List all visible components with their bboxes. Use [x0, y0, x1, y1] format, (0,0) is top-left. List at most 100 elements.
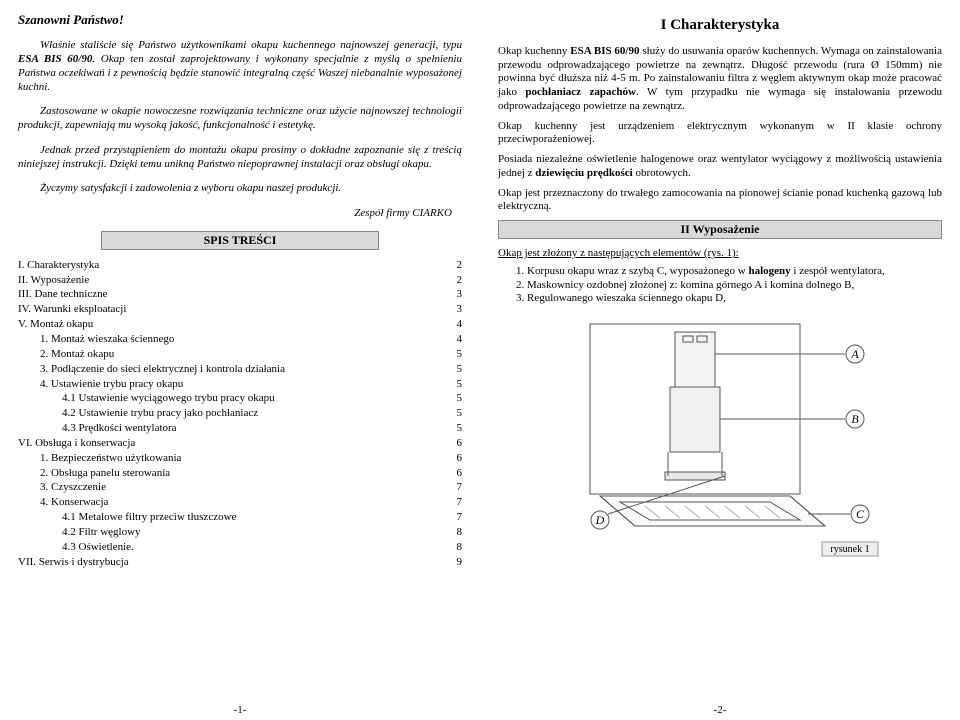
salutation: Szanowni Państwo!: [18, 12, 462, 28]
toc-label: 4.3 Oświetlenie.: [18, 540, 134, 555]
toc-page: 5: [457, 391, 463, 406]
toc-label: 4.3 Prędkości wentylatora: [18, 421, 177, 436]
toc-row: 4.1 Metalowe filtry przeciw tłuszczowe 7: [18, 510, 462, 525]
intro-para-4: Życzymy satysfakcji i zadowolenia z wybo…: [18, 182, 462, 196]
list-item: 2. Maskownicy ozdobnej złożonej z: komin…: [516, 279, 942, 293]
toc-label: 4. Konserwacja: [18, 495, 108, 510]
toc-row: 2. Obsługa panelu sterowania 6: [18, 466, 462, 481]
toc-row: 4.1 Ustawienie wyciągowego trybu pracy o…: [18, 391, 462, 406]
toc-page: 5: [457, 406, 463, 421]
char-1d: pochłaniacz zapachów: [525, 86, 636, 98]
toc-label: 1. Bezpieczeństwo użytkowania: [18, 451, 181, 466]
figure-label: rysunek 1: [830, 544, 869, 555]
char-para-3: Posiada niezależne oświetlenie halogenow…: [498, 153, 942, 181]
toc-page: 2: [457, 273, 463, 288]
toc-row: 2. Montaż okapu 5: [18, 347, 462, 362]
toc-row: I. Charakterystyka 2: [18, 258, 462, 273]
toc-page: 3: [457, 287, 463, 302]
char-1b: ESA BIS 60/90: [570, 45, 639, 57]
toc-row: 4. Ustawienie trybu pracy okapu 5: [18, 377, 462, 392]
section-ii-title: II Wyposażenie: [498, 220, 942, 239]
char-3b: dziewięciu prędkości: [535, 167, 632, 179]
toc-row: 1. Montaż wieszaka ściennego 4: [18, 332, 462, 347]
toc-row: 4.3 Prędkości wentylatora 5: [18, 421, 462, 436]
toc-row: 3. Podłączenie do sieci elektrycznej i k…: [18, 362, 462, 377]
intro-1a: Właśnie staliście się Państwo użytkownik…: [40, 39, 462, 51]
toc-label: 4.2 Ustawienie trybu pracy jako pochłani…: [18, 406, 258, 421]
list-item: 3. Regulowanego wieszaka ściennego okapu…: [516, 292, 942, 306]
toc-label: IV. Warunki eksploatacji: [18, 302, 126, 317]
toc-row: 3. Czyszczenie 7: [18, 480, 462, 495]
toc-page: 7: [457, 480, 463, 495]
toc-page: 5: [457, 362, 463, 377]
page-number-left: -1-: [234, 704, 247, 718]
intro-block: Właśnie staliście się Państwo użytkownik…: [18, 39, 462, 196]
toc-label: VII. Serwis i dystrybucja: [18, 555, 129, 570]
toc-label: 2. Obsługa panelu sterowania: [18, 466, 170, 481]
toc-label: V. Montaż okapu: [18, 317, 93, 332]
toc-row: VII. Serwis i dystrybucja 9: [18, 555, 462, 570]
char-para-2: Okap kuchenny jest urządzeniem elektrycz…: [498, 120, 942, 148]
toc-label: III. Dane techniczne: [18, 287, 107, 302]
toc-header: SPIS TREŚCI: [101, 231, 378, 250]
toc-page: 8: [457, 540, 463, 555]
toc-row: VI. Obsługa i konserwacja 6: [18, 436, 462, 451]
callout-a: A: [850, 347, 859, 361]
toc-page: 5: [457, 421, 463, 436]
toc-row: 4.2 Filtr węglowy8: [18, 525, 462, 540]
toc-label: II. Wyposażenie: [18, 273, 89, 288]
figure-1: A B D C rysunek 1: [498, 314, 942, 564]
page-left: Szanowni Państwo! Właśnie staliście się …: [0, 0, 480, 720]
toc-row: III. Dane techniczne 3: [18, 287, 462, 302]
callout-d: D: [595, 513, 605, 527]
toc-label: VI. Obsługa i konserwacja: [18, 436, 135, 451]
toc-row: 4. Konserwacja 7: [18, 495, 462, 510]
callout-c: C: [856, 507, 865, 521]
toc-label: 4. Ustawienie trybu pracy okapu: [18, 377, 183, 392]
callout-b: B: [851, 412, 859, 426]
toc-row: IV. Warunki eksploatacji 3: [18, 302, 462, 317]
toc-page: 7: [457, 510, 463, 525]
toc-page: 4: [457, 332, 463, 347]
toc-label: 4.2 Filtr węglowy: [18, 525, 141, 540]
toc-list: I. Charakterystyka2II. Wyposażenie2III. …: [18, 258, 462, 570]
toc-page: 4: [457, 317, 463, 332]
toc-page: 6: [457, 436, 463, 451]
equipment-list: 1. Korpusu okapu wraz z szybą C, wyposaż…: [498, 265, 942, 306]
list-item: 1. Korpusu okapu wraz z szybą C, wyposaż…: [516, 265, 942, 279]
toc-page: 3: [457, 302, 463, 317]
intro-para-1: Właśnie staliście się Państwo użytkownik…: [18, 39, 462, 94]
product-name: ESA BIS 60/90: [18, 53, 92, 65]
toc-page: 5: [457, 377, 463, 392]
intro-para-2: Zastosowane w okapie nowoczesne rozwiąza…: [18, 105, 462, 133]
hood-diagram: A B D C rysunek 1: [550, 314, 890, 564]
intro-para-3: Jednak przed przystąpieniem do montażu o…: [18, 144, 462, 172]
toc-page: 7: [457, 495, 463, 510]
toc-label: I. Charakterystyka: [18, 258, 99, 273]
toc-label: 2. Montaż okapu: [18, 347, 114, 362]
page-right: I Charakterystyka Okap kuchenny ESA BIS …: [480, 0, 960, 720]
section-i-title: I Charakterystyka: [498, 16, 942, 35]
signature: Zespół firmy CIARKO: [18, 207, 452, 221]
toc-label: 1. Montaż wieszaka ściennego: [18, 332, 174, 347]
toc-label: 4.1 Metalowe filtry przeciw tłuszczowe: [18, 510, 236, 525]
char-3c: obrotowych.: [633, 167, 691, 179]
toc-label: 3. Podłączenie do sieci elektrycznej i k…: [18, 362, 285, 377]
toc-page: 9: [457, 555, 463, 570]
toc-row: 4.3 Oświetlenie. 8: [18, 540, 462, 555]
char-1a: Okap kuchenny: [498, 45, 570, 57]
toc-row: II. Wyposażenie 2: [18, 273, 462, 288]
toc-row: 4.2 Ustawienie trybu pracy jako pochłani…: [18, 406, 462, 421]
toc-page: 6: [457, 466, 463, 481]
toc-label: 3. Czyszczenie: [18, 480, 106, 495]
toc-page: 5: [457, 347, 463, 362]
toc-row: 1. Bezpieczeństwo użytkowania 6: [18, 451, 462, 466]
page-number-right: -2-: [714, 704, 727, 718]
char-para-1: Okap kuchenny ESA BIS 60/90 służy do usu…: [498, 45, 942, 114]
toc-label: 4.1 Ustawienie wyciągowego trybu pracy o…: [18, 391, 275, 406]
toc-page: 6: [457, 451, 463, 466]
char-para-4: Okap jest przeznaczony do trwałego zamoc…: [498, 187, 942, 215]
toc-page: 2: [457, 258, 463, 273]
toc-row: V. Montaż okapu 4: [18, 317, 462, 332]
equip-subheading: Okap jest złożony z następujących elemen…: [498, 247, 942, 261]
